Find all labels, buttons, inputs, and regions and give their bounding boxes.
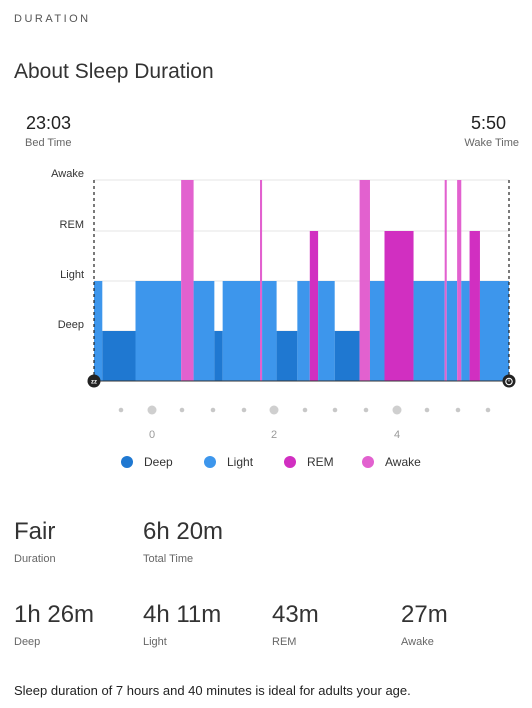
segment-light-12 xyxy=(318,281,335,381)
alarm-clock-face xyxy=(505,377,513,386)
segment-light-19 xyxy=(446,281,458,381)
time-axis-dot xyxy=(118,407,124,413)
time-axis-major-dot xyxy=(147,405,157,415)
legend-item-light: Light xyxy=(204,455,253,469)
rem-label: REM xyxy=(272,636,297,648)
segment-light-0 xyxy=(94,281,103,381)
legend-item-deep: Deep xyxy=(121,455,173,469)
segment-awake-3 xyxy=(181,180,194,381)
legend-swatch-light xyxy=(204,456,216,468)
page-title: About Sleep Duration xyxy=(14,60,214,83)
segment-light-17 xyxy=(413,281,445,381)
y-tick-label-awake: Awake xyxy=(51,168,84,180)
legend-swatch-awake xyxy=(362,456,374,468)
deep-value: 1h 26m xyxy=(14,601,95,628)
time-axis-major-dot xyxy=(269,405,279,415)
time-axis-dot xyxy=(424,407,430,413)
segment-deep-13 xyxy=(334,331,360,381)
total-time-label: Total Time xyxy=(143,553,194,565)
segment-light-4 xyxy=(193,281,215,381)
bed-time-value: 23:03 xyxy=(26,113,72,133)
deep-label: Deep xyxy=(14,636,41,648)
total-time-value: 6h 20m xyxy=(143,518,224,545)
wake-time-label: Wake Time xyxy=(464,137,519,149)
legend: Deep Light REM Awake xyxy=(0,455,532,485)
awake-value: 27m xyxy=(401,601,448,628)
time-axis-dot xyxy=(485,407,491,413)
wake-time-value: 5:50 xyxy=(470,113,506,133)
segment-light-6 xyxy=(222,281,260,381)
segment-awake-20 xyxy=(457,180,462,381)
time-axis-dot xyxy=(210,407,216,413)
section-label: DURATION xyxy=(14,13,91,25)
legend-item-rem: REM xyxy=(284,455,334,469)
segment-light-2 xyxy=(135,281,182,381)
legend-label-awake: Awake xyxy=(385,455,421,469)
segment-light-15 xyxy=(369,281,385,381)
segment-awake-14 xyxy=(359,180,370,381)
segment-deep-5 xyxy=(214,331,223,381)
legend-swatch-deep xyxy=(121,456,133,468)
segment-awake-18 xyxy=(444,180,447,381)
sleep-zz-glyph: zz xyxy=(91,380,97,386)
segment-deep-9 xyxy=(276,331,298,381)
sleep-stage-chart: Awake REM Light Deep zz 0 2 4 xyxy=(51,168,516,441)
time-axis-dot xyxy=(179,407,185,413)
x-tick-label-2: 2 xyxy=(271,429,277,441)
segment-light-8 xyxy=(262,281,277,381)
awake-label: Awake xyxy=(401,636,434,648)
x-tick-label-4: 4 xyxy=(394,429,400,441)
y-tick-label-rem: REM xyxy=(60,219,84,231)
sleep-zz-icon xyxy=(87,374,101,388)
light-label: Light xyxy=(143,636,167,648)
legend-item-awake: Awake xyxy=(362,455,421,469)
time-axis-dot xyxy=(241,407,247,413)
time-axis-dot xyxy=(363,407,369,413)
time-axis-major-dot xyxy=(392,405,402,415)
segment-light-10 xyxy=(297,281,310,381)
segment-rem-16 xyxy=(384,231,414,381)
segment-light-23 xyxy=(479,281,509,381)
legend-label-deep: Deep xyxy=(144,455,173,469)
recommendation-message: Sleep duration of 7 hours and 40 minutes… xyxy=(14,683,411,698)
quality-value: Fair xyxy=(14,518,56,545)
light-value: 4h 11m xyxy=(143,601,222,628)
segment-rem-22 xyxy=(469,231,480,381)
segment-deep-1 xyxy=(102,331,136,381)
bed-time-label: Bed Time xyxy=(25,137,72,149)
segment-light-21 xyxy=(461,281,470,381)
y-tick-label-light: Light xyxy=(60,269,84,281)
legend-swatch-rem xyxy=(284,456,296,468)
segment-rem-11 xyxy=(309,231,319,381)
x-tick-label-0: 0 xyxy=(149,429,155,441)
time-axis-dot xyxy=(332,407,338,413)
y-tick-label-deep: Deep xyxy=(58,319,84,331)
legend-label-rem: REM xyxy=(307,455,334,469)
rem-value: 43m xyxy=(272,601,319,628)
time-axis-dot xyxy=(455,407,461,413)
segment-awake-7 xyxy=(260,180,263,381)
quality-label: Duration xyxy=(14,553,56,565)
time-axis-dot xyxy=(302,407,308,413)
legend-label-light: Light xyxy=(227,455,254,469)
